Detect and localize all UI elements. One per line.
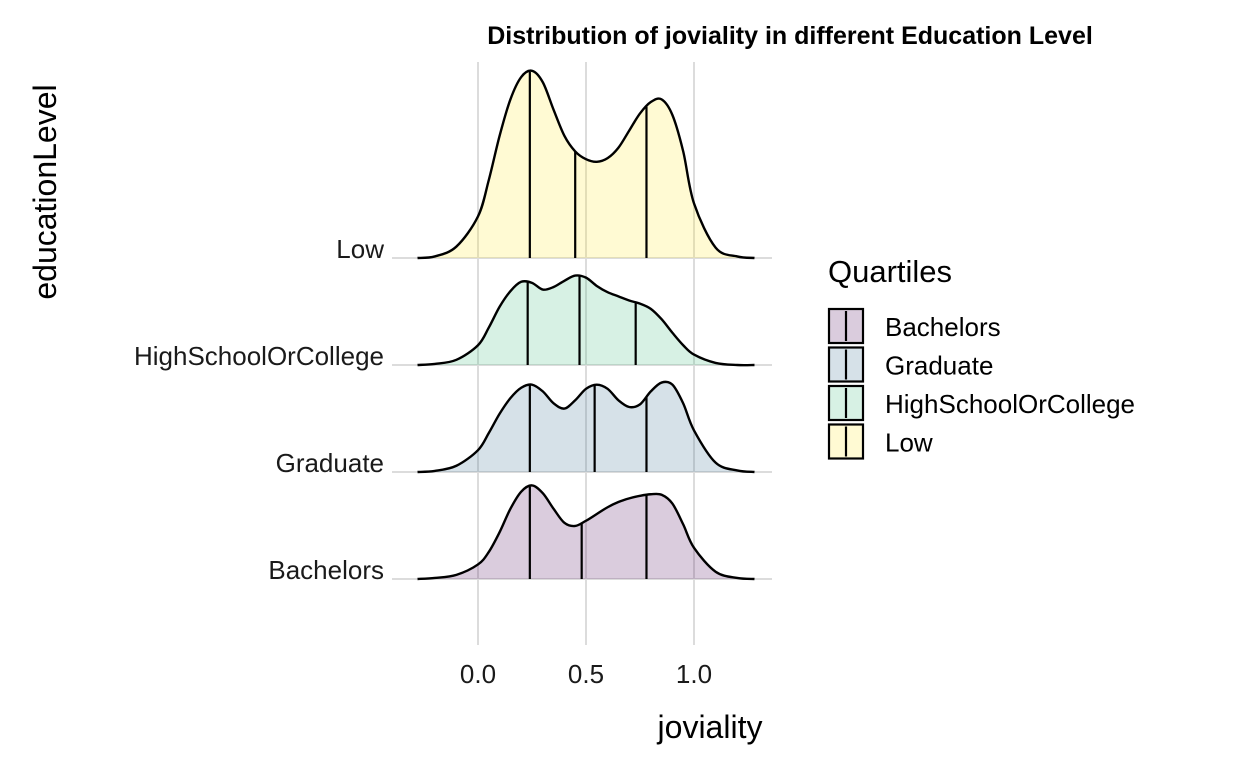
density-outline <box>417 69 755 260</box>
x-tick-label: 0.5 <box>568 659 604 689</box>
chart-title: Distribution of joviality in different E… <box>487 22 1093 50</box>
legend-item-highschoolorcollege: HighSchoolOrCollege <box>827 384 1135 422</box>
legend-label: HighSchoolOrCollege <box>885 389 1135 419</box>
legend: Quartiles Bachelors Graduate HighSchoolOrC… <box>827 254 1135 460</box>
density-outline <box>417 380 755 474</box>
x-tick-label: 0.0 <box>460 659 496 689</box>
legend-title: Quartiles <box>828 254 952 289</box>
x-tick-label: 1.0 <box>676 659 712 689</box>
legend-label: Bachelors <box>885 312 1001 342</box>
density-area <box>417 275 755 366</box>
x-tick-labels: 0.0 0.5 1.0 <box>460 659 712 689</box>
density-area <box>417 381 755 472</box>
legend-item-graduate: Graduate <box>827 346 993 383</box>
density-area <box>417 485 755 579</box>
ridge-low <box>417 69 755 260</box>
legend-item-bachelors: Bachelors <box>827 307 1001 345</box>
x-axis-title: joviality <box>657 709 763 745</box>
legend-label: Low <box>885 428 933 458</box>
legend-item-low: Low <box>827 423 933 460</box>
y-tick-label: Graduate <box>276 448 384 478</box>
ridges <box>417 69 755 581</box>
y-axis-title: educationLevel <box>27 84 63 299</box>
y-tick-label: Bachelors <box>268 555 384 585</box>
ridge-bachelors <box>417 484 755 581</box>
legend-label: Graduate <box>885 351 993 381</box>
ridge-highschoolorcollege <box>417 274 755 367</box>
ridge-graduate <box>417 380 755 474</box>
category-labels: Bachelors Graduate HighSchoolOrCollege Low <box>134 234 384 585</box>
y-tick-label: HighSchoolOrCollege <box>134 341 384 371</box>
density-outline <box>417 274 755 367</box>
density-area <box>417 70 755 259</box>
y-tick-label: Low <box>336 234 384 264</box>
density-outline <box>417 484 755 581</box>
